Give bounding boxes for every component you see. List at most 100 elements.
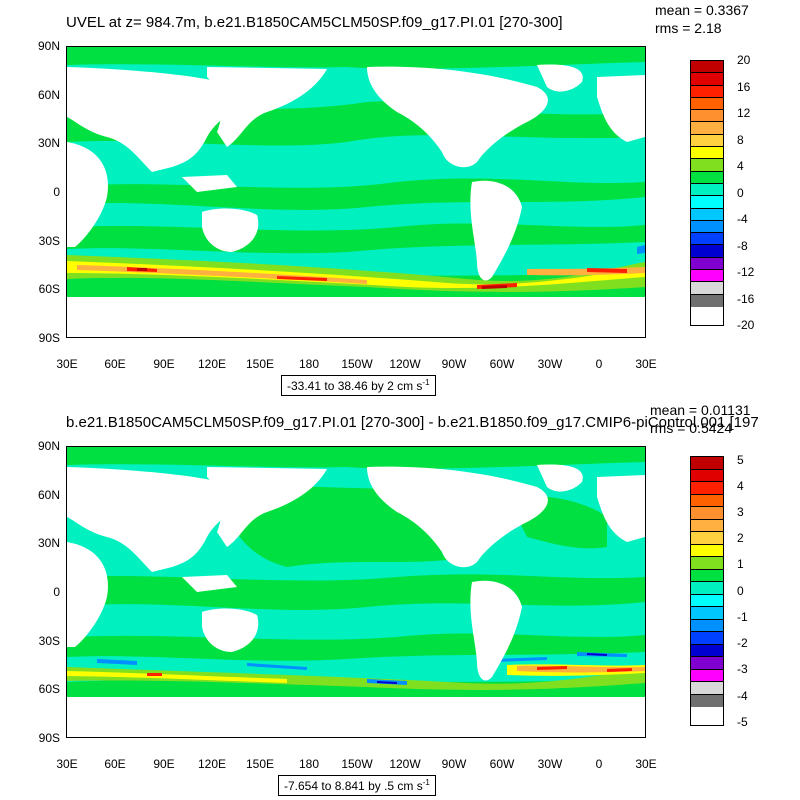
- colorbar-label: 3: [737, 505, 744, 519]
- lon-label: 60E: [104, 357, 126, 371]
- lat-label: 30S: [38, 234, 60, 248]
- acc-core: [67, 664, 645, 683]
- mean-value: mean = 0.01131: [650, 402, 751, 418]
- panel-uvel: UVEL at z= 984.7m, b.e21.B1850CAM5CLM50S…: [37, 2, 755, 396]
- colorbar-label: 16: [737, 80, 751, 94]
- lon-label: 30W: [537, 757, 563, 771]
- lon-label: 30E: [56, 757, 78, 771]
- colorbar-label: 4: [737, 159, 744, 173]
- map-plot: [66, 446, 646, 738]
- range-unit-exponent: -1: [422, 778, 430, 787]
- acc-hot: [77, 265, 645, 284]
- lon-label: 60W: [489, 357, 515, 371]
- rms-value: rms = 2.18: [655, 20, 722, 36]
- land-asia-east: [207, 467, 327, 547]
- lat-label: 60N: [37, 488, 60, 502]
- land-africa: [67, 542, 108, 647]
- land-australia: [202, 608, 259, 652]
- range-text: -7.654 to 8.841 by .5 cm s: [284, 779, 423, 793]
- lat-label: 90N: [37, 439, 60, 453]
- lat-label: 60S: [38, 282, 60, 296]
- acc-band: [67, 255, 645, 292]
- colorbar-label: -20: [737, 318, 755, 332]
- land-south-america: [470, 180, 522, 281]
- rms-value: rms = 0.5424: [650, 420, 733, 436]
- land-europe: [597, 75, 645, 142]
- map-plot: [66, 46, 646, 338]
- lat-label: 30S: [38, 634, 60, 648]
- lon-label: 150W: [341, 757, 373, 771]
- lat-label: 30N: [37, 536, 60, 550]
- colorbar-label: 4: [737, 479, 744, 493]
- land-north-america: [367, 466, 548, 568]
- land-eurasia: [67, 67, 240, 172]
- lat-label: 90S: [38, 731, 60, 745]
- land-greenland: [537, 464, 583, 492]
- colorbar-label: 1: [737, 557, 744, 571]
- arctic-cap: [67, 47, 645, 69]
- lon-label: 90E: [153, 757, 175, 771]
- map-svg: [67, 447, 645, 737]
- arctic-cap: [67, 447, 645, 469]
- colorbar-label: -3: [737, 662, 748, 676]
- lon-label: 150E: [245, 757, 275, 771]
- colorbar-label: 20: [737, 53, 751, 67]
- colorbar-label: -4: [737, 689, 748, 703]
- lon-label: 30W: [537, 357, 563, 371]
- colorbar-label: 2: [737, 531, 744, 545]
- map-svg: [67, 47, 645, 337]
- land-south-america: [470, 580, 522, 681]
- colorbar-label: -5: [737, 715, 748, 729]
- lon-label: 30E: [56, 357, 78, 371]
- land-maritime: [182, 575, 237, 592]
- colorbar: [690, 60, 724, 326]
- land-australia: [202, 208, 259, 252]
- colorbar: [690, 456, 724, 726]
- panel-title: b.e21.B1850CAM5CLM50SP.f09_g17.PI.01 [27…: [66, 414, 759, 431]
- colorbar-label: 8: [737, 133, 744, 147]
- land-greenland: [537, 64, 583, 92]
- land-antarctica: [67, 302, 645, 337]
- lon-label: 180: [298, 357, 320, 371]
- lat-label: 30N: [37, 136, 60, 150]
- land-europe: [597, 475, 645, 542]
- lat-label: 0: [53, 585, 60, 599]
- range-unit-exponent: -1: [422, 378, 430, 387]
- land-africa: [67, 142, 108, 247]
- colorbar-label: -8: [737, 239, 748, 253]
- colorbar-label: 5: [737, 453, 744, 467]
- colorbar-label: -1: [737, 610, 748, 624]
- lon-label: 60E: [104, 757, 126, 771]
- land-maritime: [182, 175, 237, 192]
- lon-label: 60W: [489, 757, 515, 771]
- lon-label: 150E: [245, 357, 275, 371]
- land-asia-east: [207, 67, 327, 147]
- colorbar-label: -12: [737, 265, 755, 279]
- lat-label: 90N: [37, 39, 60, 53]
- lon-label: 120E: [197, 757, 227, 771]
- lon-label: 0: [595, 757, 603, 771]
- land-eurasia: [67, 467, 240, 572]
- lon-label: 120W: [389, 757, 421, 771]
- lon-label: 120W: [389, 357, 421, 371]
- range-text: -33.41 to 38.46 by 2 cm s: [287, 379, 423, 393]
- lat-label: 60N: [37, 88, 60, 102]
- lon-label: 90W: [441, 357, 467, 371]
- lon-label: 120E: [197, 357, 227, 371]
- lat-label: 0: [53, 185, 60, 199]
- colorbar-label: 0: [737, 584, 744, 598]
- lon-label: 180: [298, 757, 320, 771]
- colorbar-label: -16: [737, 292, 755, 306]
- colorbar-label: 12: [737, 106, 751, 120]
- panel-title: UVEL at z= 984.7m, b.e21.B1850CAM5CLM50S…: [66, 14, 563, 31]
- lon-label: 0: [595, 357, 603, 371]
- lon-label: 90W: [441, 757, 467, 771]
- acc-core: [67, 261, 645, 288]
- colorbar-label: 0: [737, 186, 744, 200]
- contour-range-note: -7.654 to 8.841 by .5 cm s-1: [278, 775, 436, 796]
- green-band: [67, 679, 645, 697]
- land-north-america: [367, 66, 548, 168]
- land-antarctica: [67, 702, 645, 737]
- lon-label: 90E: [153, 357, 175, 371]
- colorbar-label: -4: [737, 212, 748, 226]
